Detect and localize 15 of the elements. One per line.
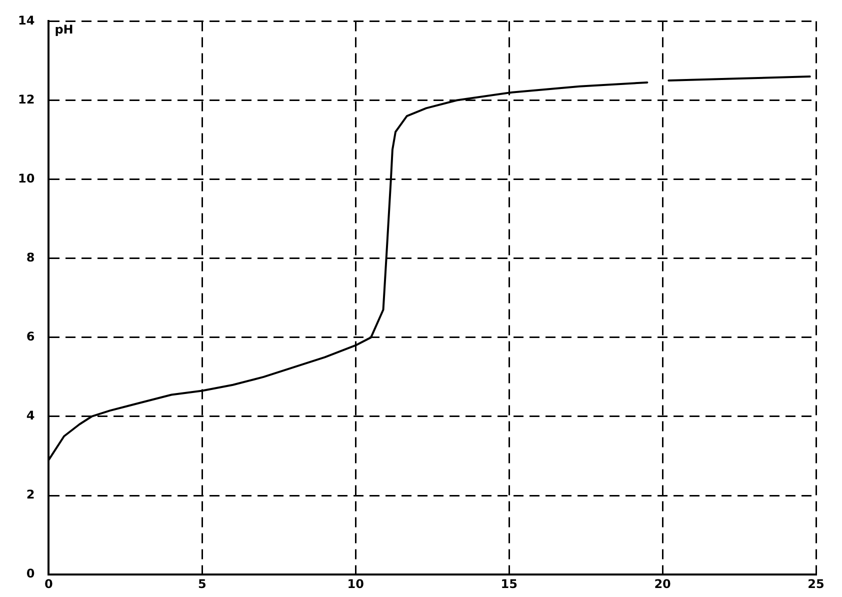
y-tick-label: 2 <box>26 488 35 502</box>
x-tick-label: 20 <box>654 576 671 591</box>
y-tick-label: 10 <box>18 171 35 186</box>
x-tick-label: 0 <box>44 576 53 591</box>
x-tick-label: 15 <box>500 576 518 591</box>
y-tick-label: 4 <box>26 408 35 423</box>
y-tick-label: 14 <box>18 13 35 28</box>
y-tick-label: 8 <box>26 250 35 264</box>
y-axis-title: pH <box>54 22 74 36</box>
y-tick-label: 6 <box>26 330 35 344</box>
x-tick-label: 5 <box>198 576 206 591</box>
y-tick-label: 0 <box>26 566 35 581</box>
x-tick-label: 10 <box>347 576 364 591</box>
x-tick-label: 25 <box>808 576 824 591</box>
y-tick-label: 12 <box>18 92 35 106</box>
